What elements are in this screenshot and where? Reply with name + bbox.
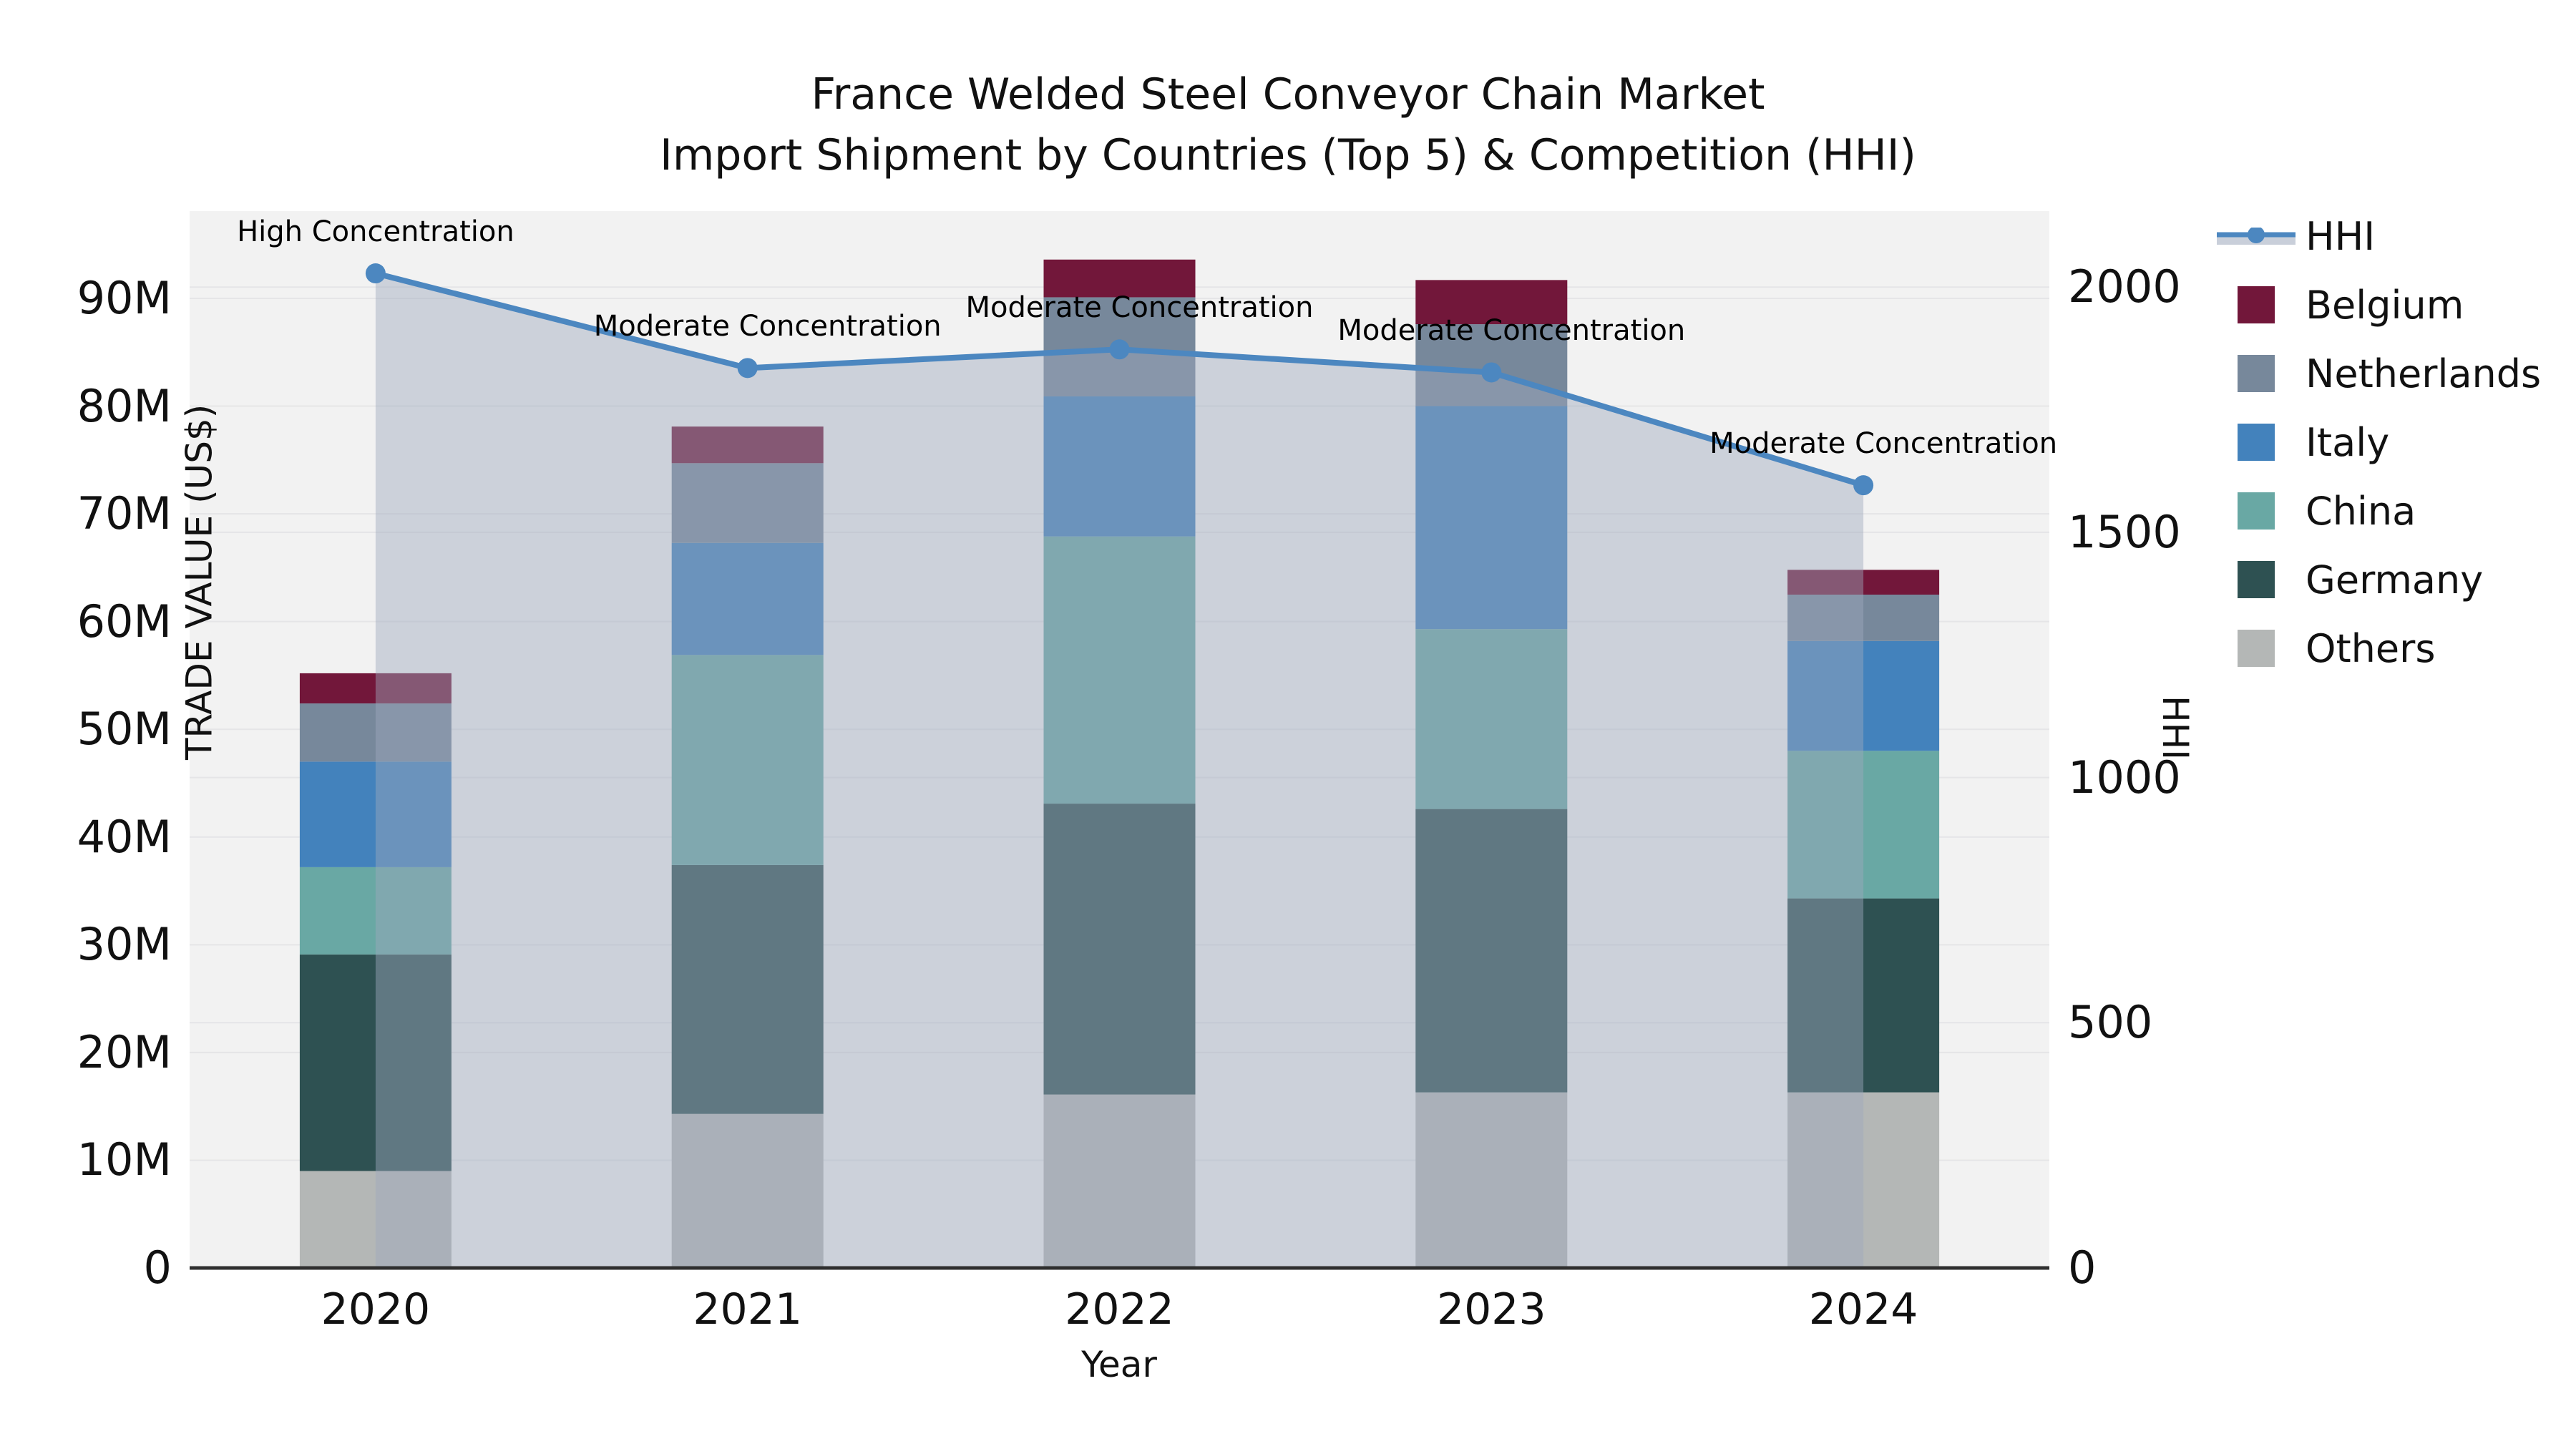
legend-label-china: China [2306, 488, 2416, 534]
legend-label-belgium: Belgium [2306, 282, 2464, 328]
x-tick-2024: 2024 [1808, 1284, 1918, 1335]
legend-swatch-germany [2238, 561, 2275, 598]
bar-segment-italy-2021 [671, 542, 824, 655]
x-tick-2021: 2021 [693, 1284, 803, 1335]
legend-swatch-netherlands [2238, 355, 2275, 392]
y-left-tick-60M: 60M [77, 595, 172, 648]
x-tick-2023: 2023 [1436, 1284, 1546, 1335]
bar-segment-china-2023 [1415, 629, 1568, 809]
legend-label-hhi: HHI [2306, 213, 2376, 259]
bar-segment-italy-2020 [299, 761, 452, 867]
hhi-marker-2024 [1853, 475, 1874, 496]
annotation-2023: Moderate Concentration [1337, 314, 1686, 348]
y-left-tick-0: 0 [143, 1241, 172, 1294]
y-left-tick-90M: 90M [77, 271, 172, 324]
y-right-tick-1000: 1000 [2068, 751, 2181, 804]
bar-segment-others-2022 [1043, 1094, 1196, 1268]
bar-segment-belgium-2024 [1787, 570, 1940, 595]
legend-label-others: Others [2306, 625, 2436, 671]
x-tick-2022: 2022 [1065, 1284, 1174, 1335]
bar-segment-netherlands-2024 [1787, 594, 1940, 641]
bar-segment-italy-2022 [1043, 396, 1196, 537]
chart-subtitle: Import Shipment by Countries (Top 5) & C… [660, 130, 1916, 180]
y-left-tick-50M: 50M [77, 703, 172, 756]
y-left-tick-30M: 30M [77, 918, 172, 971]
legend-item-others: Others [2215, 625, 2436, 671]
x-tick-2020: 2020 [321, 1284, 431, 1335]
bar-segment-belgium-2020 [299, 673, 452, 704]
bar-segment-germany-2020 [299, 954, 452, 1171]
y-left-tick-40M: 40M [77, 810, 172, 863]
bar-segment-germany-2023 [1415, 809, 1568, 1093]
bar-segment-others-2021 [671, 1113, 824, 1268]
legend-label-italy: Italy [2306, 419, 2390, 465]
hhi-marker-2021 [737, 358, 758, 379]
annotation-2021: Moderate Concentration [593, 310, 942, 343]
bar-segment-netherlands-2021 [671, 463, 824, 543]
annotation-2024: Moderate Concentration [1709, 427, 2058, 461]
y-right-tick-2000: 2000 [2068, 260, 2181, 313]
x-axis-title: Year [1081, 1344, 1157, 1385]
y-right-axis-title: HHI [2154, 696, 2196, 760]
annotation-2022: Moderate Concentration [965, 291, 1314, 325]
bar-segment-germany-2021 [671, 864, 824, 1114]
bar-segment-germany-2024 [1787, 898, 1940, 1093]
bar-segment-others-2023 [1415, 1092, 1568, 1268]
y-right-tick-500: 500 [2068, 996, 2153, 1049]
bar-segment-others-2020 [299, 1171, 452, 1268]
legend-item-belgium: Belgium [2215, 282, 2464, 328]
hhi-marker-2023 [1481, 362, 1502, 383]
bar-segment-others-2024 [1787, 1092, 1940, 1268]
legend-item-netherlands: Netherlands [2215, 351, 2542, 396]
y-right-tick-0: 0 [2068, 1241, 2097, 1294]
annotation-2020: High Concentration [237, 215, 514, 249]
hhi-marker-2022 [1109, 339, 1130, 360]
legend-swatch-belgium [2238, 286, 2275, 323]
legend-item-italy: Italy [2215, 419, 2390, 465]
bar-segment-china-2020 [299, 867, 452, 955]
bar-segment-china-2022 [1043, 536, 1196, 804]
y-right-tick-1500: 1500 [2068, 505, 2181, 558]
y-left-tick-10M: 10M [77, 1133, 172, 1186]
legend-item-china: China [2215, 488, 2416, 534]
y-left-axis-title: TRADE VALUE (US$) [178, 404, 220, 760]
bar-segment-belgium-2023 [1415, 280, 1568, 325]
legend-swatch-italy [2238, 424, 2275, 461]
hhi-marker-2020 [365, 263, 386, 284]
legend-item-hhi: HHI [2215, 213, 2376, 259]
legend-item-germany: Germany [2215, 557, 2484, 602]
legend-swatch-china [2238, 492, 2275, 530]
bar-segment-netherlands-2020 [299, 703, 452, 762]
hhi-area-fill [375, 273, 1864, 1269]
legend-swatch-others [2238, 630, 2275, 667]
y-left-tick-70M: 70M [77, 487, 172, 540]
bar-segment-italy-2023 [1415, 406, 1568, 630]
bar-segment-germany-2022 [1043, 804, 1196, 1095]
legend-label-netherlands: Netherlands [2306, 351, 2542, 396]
bar-segment-italy-2024 [1787, 640, 1940, 751]
y-left-tick-80M: 80M [77, 379, 172, 432]
legend-label-germany: Germany [2306, 557, 2484, 602]
bar-segment-china-2024 [1787, 751, 1940, 899]
y-left-tick-20M: 20M [77, 1025, 172, 1078]
bar-segment-belgium-2021 [671, 426, 824, 464]
hhi-line-sample-icon [2217, 226, 2296, 245]
bar-segment-belgium-2022 [1043, 259, 1196, 298]
bar-segment-china-2021 [671, 655, 824, 865]
chart-title: France Welded Steel Conveyor Chain Marke… [811, 69, 1765, 119]
